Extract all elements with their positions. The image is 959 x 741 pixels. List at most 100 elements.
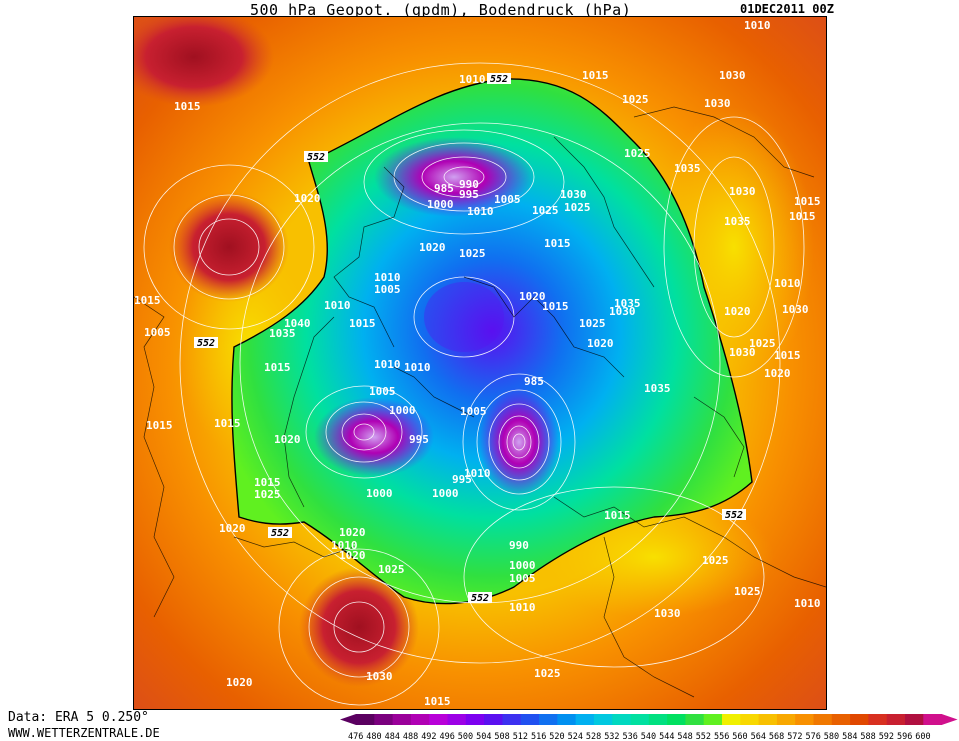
pressure-label: 1005 — [374, 283, 401, 296]
pressure-label: 1010 — [404, 361, 431, 374]
pressure-label: 1030 — [366, 670, 393, 683]
legend-swatch — [905, 714, 924, 725]
pressure-label: 1025 — [702, 554, 729, 567]
pressure-label: 995 — [409, 433, 429, 446]
legend-tick-label: 516 — [531, 732, 546, 741]
pressure-label: 1015 — [542, 300, 569, 313]
legend-tick-label: 576 — [806, 732, 821, 741]
pressure-label: 1030 — [704, 97, 731, 110]
legend-swatch — [539, 714, 558, 725]
legend-tick-label: 528 — [586, 732, 601, 741]
pressure-label: 1035 — [644, 382, 671, 395]
legend-swatch — [813, 714, 833, 725]
legend-tick-label: 488 — [403, 732, 418, 741]
pressure-label: 1010 — [374, 358, 401, 371]
contour-label-552: 552 — [271, 528, 289, 539]
legend-swatch — [850, 714, 869, 725]
legend-swatch — [776, 714, 796, 725]
pressure-label: 1010 — [374, 271, 401, 284]
legend-tick-label: 536 — [623, 732, 638, 741]
contour-label-552: 552 — [197, 338, 215, 349]
pressure-label: 1015 — [544, 237, 571, 250]
legend-swatch — [795, 714, 814, 725]
legend-tick-label: 556 — [714, 732, 729, 741]
color-legend-bar: 476 480 484 488 492 496 500 504 508 512 516 520 524 5… — [340, 714, 958, 741]
pressure-label: 1015 — [214, 417, 241, 430]
pressure-label: 1030 — [782, 303, 809, 316]
legend-tick-label: 564 — [751, 732, 766, 741]
chart-date: 01DEC2011 00Z — [740, 2, 834, 16]
low-pressure-pole — [424, 282, 504, 352]
pressure-label: 1025 — [579, 317, 606, 330]
pressure-label: 1020 — [339, 526, 366, 539]
legend-swatch — [868, 714, 888, 725]
pressure-label: 1015 — [604, 509, 631, 522]
contour-label-552: 552 — [490, 74, 508, 85]
legend-tick-label: 580 — [824, 732, 839, 741]
pressure-label: 985 — [524, 375, 544, 388]
legend-swatch — [703, 714, 723, 725]
pressure-label: 1030 — [729, 185, 756, 198]
legend-swatch — [465, 714, 485, 725]
legend-swatch — [410, 714, 430, 725]
legend-swatch — [667, 714, 686, 725]
pressure-label: 1030 — [654, 607, 681, 620]
legend-swatch — [758, 714, 778, 725]
legend-tick-label: 504 — [476, 732, 491, 741]
pressure-labels: 1010101510101020102510301015102510301015… — [134, 19, 821, 708]
pressure-label: 1010 — [774, 277, 801, 290]
legend-swatch — [447, 714, 467, 725]
legend-swatch — [429, 714, 448, 725]
pressure-label: 1015 — [794, 195, 821, 208]
pressure-label: 1020 — [294, 192, 321, 205]
legend-swatch — [374, 714, 394, 725]
data-source: Data: ERA 5 0.250° — [8, 710, 149, 725]
pressure-label: 1015 — [789, 210, 816, 223]
pressure-label: 1025 — [624, 147, 651, 160]
pressure-label: 1025 — [459, 247, 486, 260]
low-pressure-west — [314, 397, 434, 477]
high-pressure-south — [299, 567, 419, 687]
legend-swatch — [612, 714, 631, 725]
legend-tick-label: 552 — [696, 732, 711, 741]
pressure-label: 1000 — [389, 404, 416, 417]
coastlines — [134, 106, 826, 698]
pressure-label: 1010 — [794, 597, 821, 610]
legend-swatch — [722, 714, 741, 725]
pressure-label: 995 — [459, 188, 479, 201]
legend-swatch — [557, 714, 577, 725]
pressure-label: 1015 — [424, 695, 451, 708]
legend-tick-label: 480 — [366, 732, 381, 741]
legend-swatch — [648, 714, 668, 725]
pressure-label: 1005 — [369, 385, 396, 398]
pressure-label: 1025 — [734, 585, 761, 598]
pressure-label: 1005 — [509, 572, 536, 585]
pressure-label: 1015 — [349, 317, 376, 330]
pressure-label: 1005 — [460, 405, 487, 418]
pressure-label: 995 — [452, 473, 472, 486]
high-pressure-northwest — [134, 17, 274, 107]
pressure-label: 1030 — [729, 346, 756, 359]
pressure-label: 1035 — [614, 297, 641, 310]
legend-tick-label: 584 — [842, 732, 857, 741]
pressure-label: 1000 — [432, 487, 459, 500]
pressure-label: 990 — [509, 539, 529, 552]
legend-tick-label: 560 — [732, 732, 747, 741]
pressure-label: 1030 — [609, 305, 636, 318]
pressure-label: 1020 — [419, 241, 446, 254]
legend-tick-label: 492 — [421, 732, 436, 741]
pressure-label: 1005 — [144, 326, 171, 339]
contour-label-552: 552 — [725, 510, 743, 521]
low-pressure-center — [479, 387, 559, 497]
legend-arrow-left — [340, 714, 356, 725]
website-url: WWW.WETTERZENTRALE.DE — [8, 726, 160, 740]
chart-title: 500 hPa Geopot. (gpdm), Bodendruck (hPa) — [250, 1, 632, 19]
legend-swatch — [740, 714, 760, 725]
pressure-label: 1030 — [560, 188, 587, 201]
contour-552-labels: 552 552 552 552 552 552 — [194, 73, 746, 604]
pressure-label: 1025 — [534, 667, 561, 680]
pressure-label: 1020 — [274, 433, 301, 446]
legend-swatch — [886, 714, 906, 725]
legend-arrow-right — [941, 714, 958, 725]
legend-tick-label: 500 — [458, 732, 473, 741]
